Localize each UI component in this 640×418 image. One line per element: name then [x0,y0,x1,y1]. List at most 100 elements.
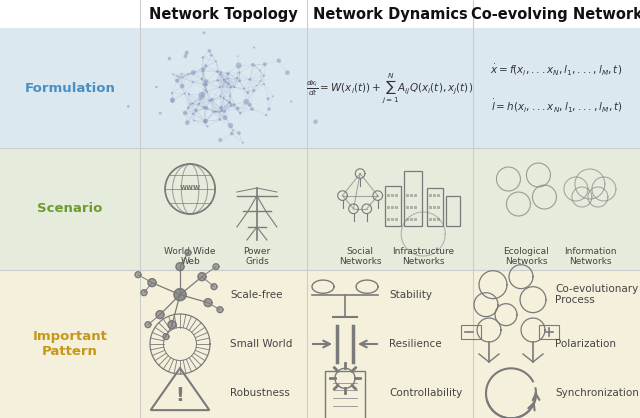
Bar [396,194,398,197]
Bar [406,194,409,197]
Text: Network Dynamics: Network Dynamics [312,7,467,21]
Point [177,70,187,77]
Bar [406,206,409,209]
Point [172,73,182,79]
Point [175,74,185,81]
Bar [396,218,398,221]
Point [215,93,225,99]
Point [217,107,227,114]
Point [202,123,212,130]
Point [191,107,201,114]
Text: Stability: Stability [389,290,432,300]
Point [185,101,195,107]
Text: Formulation: Formulation [24,82,115,94]
Point [199,30,209,36]
Point [211,58,221,65]
Point [212,68,223,75]
Point [167,97,177,103]
Point [189,117,199,124]
Point [268,93,278,99]
Point [172,77,182,84]
Point [202,82,212,88]
Polygon shape [176,263,184,270]
Bar [410,218,413,221]
Bar [410,206,413,209]
Point [250,62,260,69]
Bar [461,325,481,339]
Bar [410,194,413,197]
Bar [433,194,436,197]
Point [249,44,259,51]
Point [247,106,257,112]
Point [151,84,161,90]
Bar [406,218,409,221]
Point [223,75,233,82]
Polygon shape [163,334,169,340]
Polygon shape [213,264,219,270]
Point [282,69,292,76]
Point [215,137,225,143]
Point [180,90,190,97]
Point [235,77,245,84]
Point [155,110,165,117]
Point [248,61,258,68]
Bar [385,186,401,226]
Point [167,90,177,97]
Point [259,81,269,88]
Text: Power
Grids: Power Grids [243,247,271,266]
Point [180,110,190,116]
Bar [429,206,432,209]
Point [259,72,269,79]
Point [167,97,177,104]
Text: !: ! [175,386,184,405]
Bar [437,206,440,209]
Point [255,78,266,84]
Point [229,84,239,90]
Bar [325,371,365,418]
Text: $\frac{dx_i}{dt} = W(x_i(t)) + \sum_{j=1}^{N} A_{ij}Q(x_i(t), x_j(t))$: $\frac{dx_i}{dt} = W(x_i(t)) + \sum_{j=1… [307,71,474,105]
Point [239,85,249,92]
Point [216,104,226,111]
Polygon shape [148,279,156,287]
Point [198,54,208,61]
Point [200,118,211,125]
Bar [387,194,390,197]
Point [305,79,316,86]
Point [188,69,198,76]
Bar [387,218,390,221]
Bar [391,218,394,221]
Point [202,89,212,95]
Bar [539,325,559,339]
Point [244,76,255,83]
Text: Small World: Small World [230,339,292,349]
Point [244,102,255,108]
Text: Resilience: Resilience [389,339,442,349]
Point [274,57,284,64]
Point [168,71,178,77]
Text: Controllability: Controllability [389,388,462,398]
Bar [0,28,640,148]
Point [195,96,205,102]
Point [184,91,194,97]
Point [226,102,236,109]
Bar [446,196,460,226]
Point [229,101,239,108]
Point [123,103,133,110]
Point [220,108,230,115]
Text: Scenario: Scenario [37,202,102,216]
Polygon shape [185,250,191,256]
Text: Co-evolutionary
Process: Co-evolutionary Process [555,284,638,306]
Point [263,95,273,102]
Bar [428,188,443,226]
Point [164,55,175,62]
Point [177,83,188,89]
Polygon shape [135,272,141,278]
Point [264,106,274,112]
Text: Co-evolving Network: Co-evolving Network [470,7,640,21]
Point [233,53,243,59]
Text: Scale-free: Scale-free [230,290,282,300]
Point [261,112,271,118]
Point [236,110,246,117]
Point [252,82,262,89]
Point [215,116,225,123]
